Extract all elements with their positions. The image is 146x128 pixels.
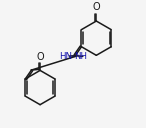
Text: HN: HN (59, 52, 72, 61)
Text: O: O (36, 52, 44, 62)
Text: NH: NH (74, 52, 87, 61)
Text: O: O (93, 2, 100, 12)
